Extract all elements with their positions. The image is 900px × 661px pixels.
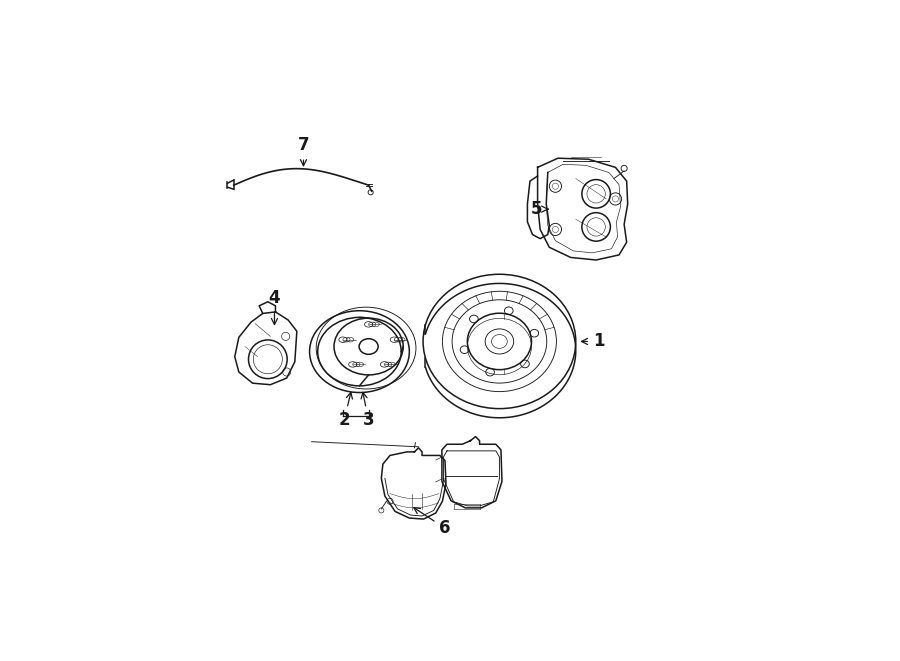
Ellipse shape — [348, 362, 356, 367]
Text: 3: 3 — [361, 393, 374, 430]
Text: 1: 1 — [581, 332, 605, 350]
Ellipse shape — [391, 337, 399, 342]
Text: 5: 5 — [531, 200, 548, 218]
Ellipse shape — [339, 337, 347, 342]
Text: 2: 2 — [338, 393, 353, 430]
Text: 4: 4 — [268, 289, 280, 325]
Text: 7: 7 — [298, 136, 310, 166]
Ellipse shape — [364, 322, 373, 327]
Ellipse shape — [381, 362, 389, 367]
Text: 6: 6 — [414, 508, 451, 537]
